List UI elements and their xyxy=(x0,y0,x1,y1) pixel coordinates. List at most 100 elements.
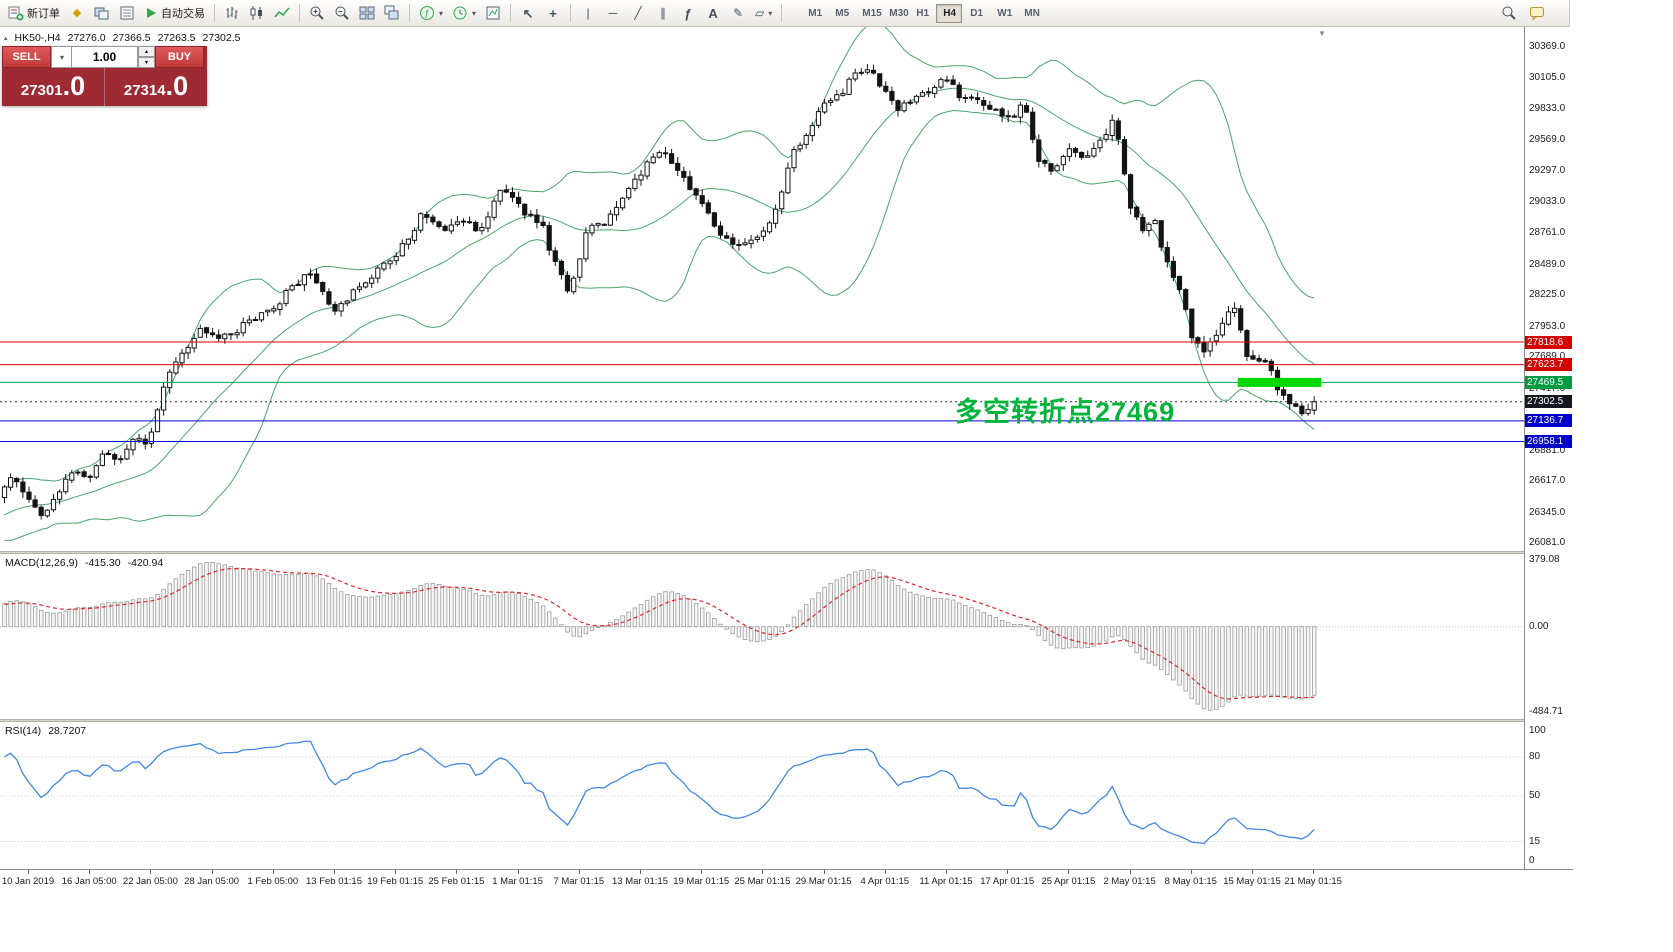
timeframe-m1-button[interactable]: M1 xyxy=(801,4,827,23)
time-axis-label: 19 Feb 01:15 xyxy=(367,876,424,887)
panel-separator[interactable] xyxy=(0,719,1573,722)
macd-signal-value: -420.94 xyxy=(127,557,164,569)
timeframe-h4-button[interactable]: H4 xyxy=(936,3,963,23)
vertical-line-button[interactable]: | xyxy=(576,3,600,24)
time-tick xyxy=(1007,870,1009,874)
volume-up-button[interactable]: ▴ xyxy=(138,46,155,57)
level-price-tag: 27136.7 xyxy=(1525,414,1572,428)
candlestick-chart-icon xyxy=(250,6,262,20)
profiles-button[interactable] xyxy=(90,3,114,24)
cascade-windows-button[interactable] xyxy=(380,3,404,24)
time-tick xyxy=(334,870,335,874)
autotrading-button[interactable]: 自动交易 xyxy=(140,3,209,24)
cursor-button[interactable]: ↖ xyxy=(516,3,540,24)
rsi-axis-label: 50 xyxy=(1529,790,1541,801)
channel-button[interactable]: ∥ xyxy=(651,3,675,24)
data-window-button[interactable] xyxy=(115,3,139,24)
crosshair-icon: + xyxy=(549,5,557,21)
fibonacci-button[interactable]: ƒ xyxy=(676,3,700,24)
periods-button[interactable]: ▾ xyxy=(448,3,480,24)
label-button[interactable]: ✎ xyxy=(726,3,750,24)
new-order-label: 新订单 xyxy=(27,8,60,20)
time-tick xyxy=(1129,870,1131,874)
panel-separator[interactable] xyxy=(0,551,1573,554)
timeframe-m5-button[interactable]: M5 xyxy=(828,4,854,23)
price-axis-label: 27689.0 xyxy=(1529,351,1566,362)
chart-shift-marker-icon[interactable]: ▼ xyxy=(1318,29,1326,38)
horizontal-line-button[interactable]: ─ xyxy=(601,3,625,24)
time-tick xyxy=(395,870,397,874)
chart-properties-button[interactable] xyxy=(481,3,505,24)
data-window-icon xyxy=(120,6,134,20)
chart-ohlc-info: ▴ HK50-,H4 27276.0 27366.5 27263.5 27302… xyxy=(4,32,241,44)
indicators-button[interactable]: ƒ ▾ xyxy=(415,3,447,24)
shapes-button[interactable]: ▱ ▾ xyxy=(751,3,776,24)
sell-button[interactable]: SELL xyxy=(2,46,51,68)
chart-area: ▴ HK50-,H4 27276.0 27366.5 27263.5 27302… xyxy=(0,27,1573,894)
time-tick xyxy=(89,870,91,874)
time-axis[interactable]: 10 Jan 2019 16 Jan 05:00 22 Jan 05:00 28 Ja… xyxy=(0,869,1573,894)
search-button[interactable] xyxy=(1497,3,1521,24)
time-tick xyxy=(1252,870,1253,874)
candlestick-chart-button[interactable] xyxy=(245,3,269,24)
diamond-icon: ◆ xyxy=(72,6,82,19)
time-axis-label: 1 Feb 05:00 xyxy=(247,876,299,887)
toolbar-separator xyxy=(214,4,215,22)
tile-windows-button[interactable] xyxy=(355,3,379,24)
text-button[interactable]: A xyxy=(701,3,725,24)
macd-panel: MACD(12,26,9) -415.30 -420.94 xyxy=(0,554,1573,719)
candlestick-chart[interactable] xyxy=(0,27,1524,551)
sell-price[interactable]: 27301.0 xyxy=(2,68,105,106)
rsi-name: RSI(14) xyxy=(5,725,42,737)
time-tick xyxy=(946,870,947,874)
volume-down-button[interactable]: ▾ xyxy=(138,57,155,68)
chart-settings-icon xyxy=(486,6,500,20)
price-axis-label: 26081.0 xyxy=(1529,537,1566,548)
macd-axis-label: -484.71 xyxy=(1529,706,1563,717)
zoom-out-button[interactable] xyxy=(330,3,354,24)
price-axis-label: 29033.0 xyxy=(1529,195,1566,207)
trade-controls-row: SELL ▾ ▴ ▾ BUY xyxy=(2,46,207,68)
rsi-axis-label: 80 xyxy=(1529,751,1541,762)
zoom-in-button[interactable] xyxy=(305,3,329,24)
chat-button[interactable] xyxy=(1525,3,1549,24)
timeframe-d1-button[interactable]: D1 xyxy=(963,4,989,23)
macd-chart[interactable] xyxy=(0,554,1524,719)
low-value: 27263.5 xyxy=(157,32,196,44)
timeframe-m30-button[interactable]: M30 xyxy=(882,4,908,23)
crosshair-button[interactable]: + xyxy=(541,3,565,24)
toolbar-separator xyxy=(570,4,572,22)
time-axis-label: 25 Feb 01:15 xyxy=(428,876,485,887)
one-click-trading-panel: SELL ▾ ▴ ▾ BUY 27301.0 xyxy=(2,46,207,106)
trade-prices-row: 27301.0 27314.0 xyxy=(2,68,207,106)
price-axis-label: 26617.0 xyxy=(1529,475,1566,486)
timeframe-mn-button[interactable]: MN xyxy=(1017,4,1043,23)
volume-input[interactable] xyxy=(72,46,138,68)
market-depth-button[interactable]: ◆ xyxy=(65,3,89,24)
buy-price[interactable]: 27314.0 xyxy=(105,68,207,106)
new-order-button[interactable]: 新订单 xyxy=(4,3,64,24)
time-axis-label: 13 Feb 01:15 xyxy=(306,876,362,887)
time-axis-label: 1 Mar 01:15 xyxy=(492,876,543,887)
line-chart-button[interactable] xyxy=(270,3,294,24)
timeframe-m15-button[interactable]: M15 xyxy=(855,4,881,23)
time-axis-label: 10 Jan 2019 xyxy=(1,876,55,887)
level-price-tag: 27469.5 xyxy=(1525,375,1572,389)
open-value: 27276.0 xyxy=(67,32,106,44)
time-tick xyxy=(701,870,703,874)
toolbar-right-group xyxy=(1497,3,1549,24)
trendline-button[interactable]: ╱ xyxy=(626,3,650,24)
time-axis-label: 28 Jan 05:00 xyxy=(184,876,240,887)
time-tick xyxy=(28,870,29,874)
bar-chart-button[interactable] xyxy=(220,3,244,24)
volume-preset-dropdown[interactable]: ▾ xyxy=(51,46,72,68)
rsi-panel: RSI(14) 28.7207 xyxy=(0,722,1573,869)
timeframe-w1-button[interactable]: W1 xyxy=(990,4,1016,23)
rsi-chart[interactable] xyxy=(0,722,1524,869)
timeframe-h1-button[interactable]: H1 xyxy=(909,4,935,23)
price-axis[interactable]: 30369.0 30105.0 29833.0 29569.0 29297.0 29033… xyxy=(1524,27,1573,869)
time-axis-label: 7 Mar 01:15 xyxy=(553,876,605,887)
rsi-axis-label: 100 xyxy=(1529,725,1546,736)
buy-button[interactable]: BUY xyxy=(155,46,204,68)
shapes-icon: ▱ xyxy=(755,6,765,20)
